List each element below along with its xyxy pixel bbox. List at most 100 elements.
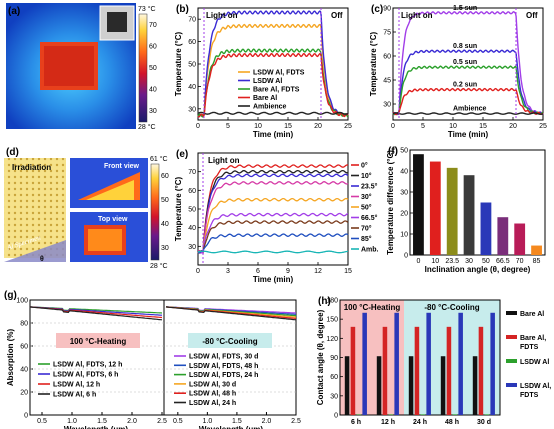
- series-line: [197, 52, 349, 119]
- y-tick-label: 75: [383, 30, 391, 37]
- legend-entry: LSDW Al: [520, 359, 549, 366]
- legend-entry: LSDW Al, FDTS, 30 d: [189, 354, 258, 361]
- x-tick-label: 0.5: [173, 418, 183, 425]
- y-tick-label: 40: [188, 225, 196, 232]
- y-tick-label: 45: [383, 78, 391, 85]
- colorbar-d: [150, 163, 160, 261]
- legend-entry: LSDW Al, FDTS, 24 h: [189, 372, 258, 379]
- y-tick-label: 90: [383, 6, 391, 13]
- bar: [429, 161, 441, 255]
- bar: [388, 414, 394, 415]
- legend-entry: LSDW Al, FDTS, 48 h: [189, 363, 258, 370]
- legend-entry: Bare Al,: [520, 335, 546, 342]
- series-line: [197, 220, 349, 254]
- y-tick-label: 30: [330, 393, 338, 400]
- legend-entry: FDTS: [520, 392, 539, 399]
- x-tick-label: 0: [196, 268, 200, 275]
- x-tick-label: 50: [482, 258, 490, 265]
- panel-a: (a) 73 °C 28 °C 70 60 50 40 30: [6, 3, 157, 131]
- bar: [376, 356, 382, 415]
- series-line: [392, 112, 544, 115]
- bar: [440, 356, 446, 415]
- chart-c: 0 5 10 15 20 25 30 45 60 75 90 Time (min) Temperatur…: [369, 4, 547, 139]
- y-axis-label: Temperature difference (°C): [386, 150, 395, 255]
- x-tick-label: 85: [533, 258, 541, 265]
- x-tick-label: 6 h: [351, 419, 361, 426]
- cooling-region: [404, 300, 500, 415]
- bar: [356, 414, 362, 415]
- series-line: [198, 233, 349, 254]
- y-tick-label: 100: [16, 298, 28, 305]
- x-axis-label: Inclination angle (θ, degree): [425, 265, 531, 274]
- legend-entry: LSDW Al, FDTS, 12 h: [53, 362, 122, 369]
- legend-entry: LSDW Al, FDTS: [253, 70, 305, 77]
- x-axis-label: Wavelength (μm): [199, 425, 263, 429]
- series-line: [197, 23, 349, 119]
- bar: [478, 326, 484, 415]
- legend-swatch: [506, 311, 517, 315]
- series-line: [197, 173, 349, 254]
- specimen-surface-d: [4, 158, 66, 258]
- series-label: 0.5 sun: [453, 59, 477, 66]
- colorbar-tick-label: 60: [149, 43, 157, 50]
- front-view-label: Front view: [104, 163, 140, 170]
- heating-title: 100 °C-Heating: [344, 303, 401, 312]
- x-axis-label: Time (min): [253, 275, 294, 284]
- panel-d: (d) Irradiation Al Specimen θ Front view…: [4, 147, 169, 270]
- series-line: [392, 11, 544, 116]
- x-axis-label: Time (min): [253, 130, 294, 139]
- top-view-hot-core: [88, 229, 122, 251]
- bar: [426, 312, 431, 415]
- colorbar-tick-label: 40: [161, 221, 169, 228]
- y-tick-label: 70: [188, 17, 196, 24]
- series-line: [197, 197, 349, 254]
- x-axis-label: Time (min): [448, 130, 489, 139]
- legend-entry: LSDW Al, 24 h: [189, 400, 236, 407]
- x-tick-label: 1.5: [232, 418, 242, 425]
- y-tick-label: 60: [188, 39, 196, 46]
- x-tick-label: 12: [314, 268, 322, 275]
- bar: [420, 414, 426, 415]
- y-tick-label: 30: [188, 244, 196, 251]
- y-tick-label: 180: [326, 298, 338, 305]
- series-line: [29, 306, 163, 321]
- y-tick-label: 60: [20, 344, 28, 351]
- x-tick-label: 2.0: [262, 418, 272, 425]
- heating-title: 100 °C-Heating: [70, 337, 127, 346]
- legend-entry: Bare Al: [520, 311, 544, 318]
- bar: [480, 202, 492, 255]
- series-line: [393, 87, 544, 116]
- cooling-title-box: [188, 333, 272, 348]
- series-line: [197, 212, 349, 254]
- x-tick-label: 5: [421, 123, 425, 130]
- y-tick-label: 80: [20, 321, 28, 328]
- series-line: [197, 10, 349, 119]
- chart-b: 0 5 10 15 20 25 30 40 50 60 70 Time (min) Temperatur…: [174, 4, 352, 139]
- cooling-title: -80 °C-Cooling: [424, 303, 479, 312]
- panel-label-e: (e): [176, 149, 188, 160]
- y-tick-label: 40: [400, 169, 408, 176]
- annotation-light-on: Light on: [208, 156, 240, 165]
- bar: [490, 312, 495, 415]
- colorbar-tick-label: 70: [149, 22, 157, 29]
- x-tick-label: 5: [226, 123, 230, 130]
- y-tick-label: 0: [24, 413, 28, 420]
- y-tick-label: 90: [330, 355, 338, 362]
- colorbar-max-d: 61 °C: [150, 155, 168, 163]
- y-tick-label: 30: [383, 102, 391, 109]
- legend-entry: LSDW Al, 48 h: [189, 391, 236, 398]
- x-tick-label: 0: [416, 258, 420, 265]
- x-tick-label: 12 h: [381, 419, 395, 426]
- legend-swatch: [506, 335, 517, 339]
- x-tick-label: 25: [344, 123, 352, 130]
- bar: [382, 326, 388, 415]
- legend-entry: Bare Al, FDTS: [253, 87, 300, 94]
- chart-g: 0 20 40 60 80 100 0.5 1.0 1.5 2.0 2.5 Wavelength (μ…: [4, 290, 301, 429]
- panel-label-g: (g): [4, 290, 17, 301]
- legend-entry: 0°: [361, 162, 368, 170]
- legend-entry: 10°: [361, 172, 372, 180]
- panel-label-f: (f): [388, 146, 398, 157]
- colorbar-min-a: 28 °C: [138, 123, 156, 131]
- y-tick-label: 50: [400, 148, 408, 155]
